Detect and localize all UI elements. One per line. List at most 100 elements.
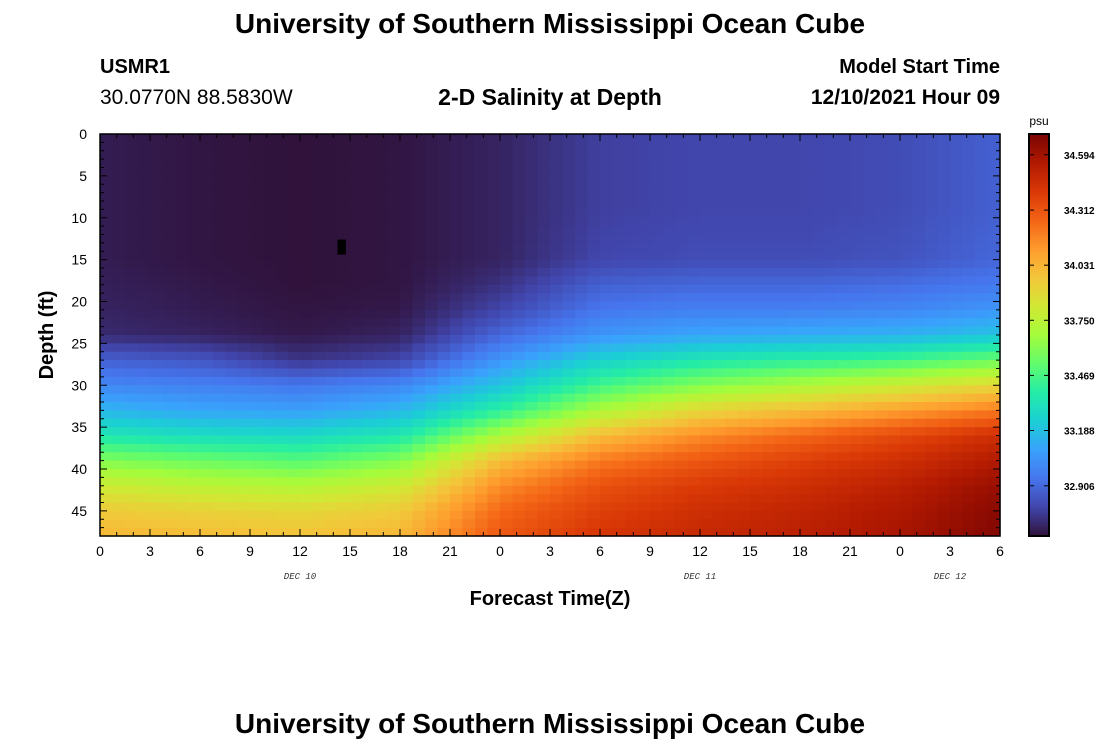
heatmap-cell [487, 351, 501, 361]
heatmap-cell [637, 485, 651, 495]
heatmap-cell [150, 234, 164, 244]
heatmap-cell [837, 427, 851, 437]
heatmap-cell [250, 201, 264, 210]
heatmap-cell [487, 443, 501, 453]
heatmap-cell [400, 351, 414, 361]
heatmap-cell [500, 460, 514, 470]
heatmap-cell [687, 402, 701, 411]
heatmap-cell [725, 527, 739, 537]
heatmap-cell [150, 134, 164, 143]
heatmap-cell [862, 209, 876, 219]
heatmap-cell [675, 309, 689, 319]
heatmap-cell [237, 142, 251, 152]
heatmap-cell [262, 402, 276, 411]
heatmap-cell [300, 510, 314, 520]
heatmap-cell [487, 460, 501, 470]
heatmap-cell [137, 418, 151, 428]
heatmap-cell [525, 217, 539, 227]
heatmap-cell [675, 351, 689, 361]
heatmap-cell [362, 527, 376, 537]
heatmap-cell [475, 142, 489, 152]
heatmap-cell [487, 209, 501, 219]
heatmap-cell [787, 293, 801, 303]
heatmap-cell [575, 251, 589, 261]
heatmap-cell [825, 469, 839, 478]
heatmap-cell [337, 393, 351, 403]
heatmap-cell [812, 175, 826, 185]
heatmap-cell [550, 418, 564, 428]
heatmap-cell [912, 527, 926, 537]
heatmap-cell [400, 209, 414, 219]
heatmap-cell [450, 268, 464, 277]
heatmap-cell [625, 477, 639, 487]
heatmap-cell [437, 368, 451, 378]
heatmap-cell [375, 360, 389, 370]
heatmap-cell [212, 318, 226, 328]
heatmap-cell [425, 435, 439, 445]
heatmap-cell [362, 326, 376, 336]
heatmap-cell [162, 318, 176, 328]
heatmap-cell [850, 309, 864, 319]
heatmap-cell [775, 309, 789, 319]
heatmap-cell [337, 402, 351, 411]
heatmap-cell [600, 435, 614, 445]
colorbar-tick-label: 33.469 [1064, 371, 1095, 382]
heatmap-cell [200, 150, 214, 160]
heatmap-cell [600, 469, 614, 478]
heatmap-cell [812, 301, 826, 311]
heatmap-cell [537, 226, 551, 236]
heatmap-cell [687, 427, 701, 437]
heatmap-cell [550, 242, 564, 252]
heatmap-cell [212, 393, 226, 403]
heatmap-cell [575, 234, 589, 244]
heatmap-cell [150, 276, 164, 286]
heatmap-cell [725, 494, 739, 504]
heatmap-cell [712, 477, 726, 487]
heatmap-cell [812, 335, 826, 344]
heatmap-cell [787, 435, 801, 445]
heatmap-cell [450, 376, 464, 386]
heatmap-cell [150, 435, 164, 445]
heatmap-cell [862, 351, 876, 361]
heatmap-cell [600, 326, 614, 336]
heatmap-cell [687, 217, 701, 227]
heatmap-cell [150, 167, 164, 177]
heatmap-cell [525, 167, 539, 177]
heatmap-cell [387, 150, 401, 160]
heatmap-cell [662, 201, 676, 210]
heatmap-cell [637, 209, 651, 219]
heatmap-cell [125, 309, 139, 319]
heatmap-cell [237, 217, 251, 227]
heatmap-cell [312, 301, 326, 311]
heatmap-cell [787, 150, 801, 160]
heatmap-cell [575, 393, 589, 403]
heatmap-cell [387, 527, 401, 537]
heatmap-cell [975, 268, 989, 277]
heatmap-cell [250, 226, 264, 236]
heatmap-cell [162, 393, 176, 403]
heatmap-cell [900, 385, 914, 395]
heatmap-cell [312, 276, 326, 286]
y-tick-label: 30 [71, 377, 87, 393]
heatmap-cell [537, 184, 551, 194]
heatmap-cell [175, 460, 189, 470]
heatmap-cell [912, 226, 926, 236]
heatmap-cell [887, 443, 901, 453]
heatmap-cell [925, 452, 939, 462]
heatmap-cell [450, 293, 464, 303]
heatmap-cell [400, 184, 414, 194]
heatmap-cell [962, 276, 976, 286]
heatmap-cell [625, 251, 639, 261]
heatmap-cell [975, 427, 989, 437]
heatmap-cell [662, 142, 676, 152]
heatmap-cell [412, 376, 426, 386]
heatmap-cell [550, 326, 564, 336]
heatmap-cell [362, 385, 376, 395]
heatmap-cell [200, 460, 214, 470]
heatmap-cell [912, 293, 926, 303]
heatmap-cell [512, 527, 526, 537]
heatmap-cell [100, 435, 114, 445]
heatmap-cell [700, 402, 714, 411]
heatmap-cell [487, 234, 501, 244]
heatmap-cell [175, 150, 189, 160]
